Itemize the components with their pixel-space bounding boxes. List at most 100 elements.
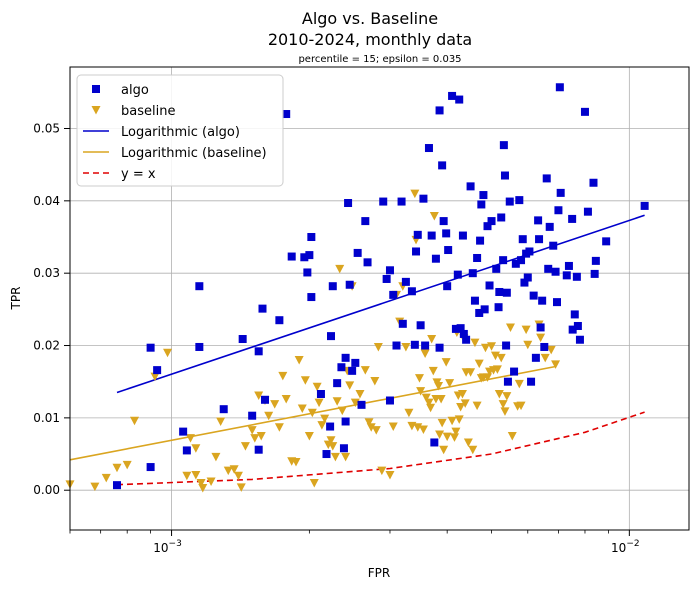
algo-point [407,287,416,296]
algo-point [544,264,553,273]
algo-point [351,358,360,367]
baseline-point [516,401,526,411]
baseline-point [480,343,490,353]
baseline-point [320,414,330,424]
algo-point [573,321,582,330]
baseline-point [196,478,206,488]
algo-point [412,247,421,256]
algo-point [300,253,309,262]
baseline-point [427,335,437,344]
algo-point [219,405,228,414]
algo-point [499,141,508,150]
algo-point [254,347,263,356]
x-tick-label: 10−3 [153,539,182,555]
baseline-point [314,398,324,408]
algo-point [523,273,532,282]
baseline-point [373,342,383,352]
algo-point [487,217,496,226]
algo-point [401,277,410,286]
algo-point [575,335,584,344]
algo-point [470,296,479,305]
algo-point [562,271,571,280]
chart-subtitle: 2010-2024, monthly data [268,30,472,49]
baseline-point [360,366,370,375]
baseline-point [216,417,226,426]
baseline-point [457,389,467,399]
algo-point [485,281,494,290]
algo-point [602,237,611,246]
algo-point [389,290,398,299]
baseline-point [496,353,506,363]
baseline-point [470,338,480,348]
algo-point [341,353,350,362]
legend-baseline-marker [91,106,101,115]
baseline-point [401,342,411,352]
y-tick-label: 0.05 [33,121,60,135]
baseline-point [385,471,395,480]
baseline-point [420,349,430,358]
algo-point [424,144,433,153]
baseline-point [206,477,216,487]
algo-point [275,316,284,325]
baseline-point [370,376,380,386]
baseline-point [426,403,436,413]
algo-point [551,267,560,276]
baseline-point [439,445,449,455]
baseline-point [182,471,192,481]
line-y-x [116,411,645,486]
algo-point [328,282,337,291]
baseline-point [163,348,173,358]
baseline-point [236,483,246,492]
algo-point [477,200,486,209]
algo-point [455,95,464,104]
axes: 10−3 10−2 0.00 0.01 0.02 0.03 0.04 0.05 [33,121,639,555]
algo-point [254,445,263,454]
algo-point [382,274,391,283]
algo-point [307,293,316,302]
legend-algo-marker [92,85,100,93]
baseline-point [130,416,140,426]
algo-point [520,278,529,287]
algo-point [502,288,511,297]
baseline-point [150,372,160,382]
baseline-point [445,379,455,388]
baseline-point [304,431,314,441]
algo-point [459,329,468,338]
algo-point [590,269,599,278]
algo-point [195,342,204,351]
algo-point [427,231,436,240]
baseline-point [345,381,355,390]
algo-point [570,310,579,319]
algo-point [146,343,155,352]
algo-point [413,230,422,239]
baseline-point [487,342,497,351]
baseline-point [256,431,266,441]
algo-point [483,222,492,231]
algo-point [421,341,430,350]
baseline-point [335,264,345,274]
algo-point [385,396,394,405]
algo-point [500,171,509,180]
algo-point [397,197,406,206]
baseline-point [551,360,561,369]
baseline-point [536,333,546,343]
algo-point [287,252,296,261]
algo-point [442,229,451,238]
algo-point [494,303,503,312]
algo-point [555,83,564,92]
plot-area [69,66,690,531]
algo-point [282,110,291,119]
algo-point [538,296,547,305]
baseline-point [297,404,307,413]
baseline-point [472,401,482,411]
baseline-point [198,484,208,493]
algo-point [153,366,162,375]
baseline-point [328,442,338,451]
algo-point [260,395,269,404]
algo-point [258,304,267,313]
algo-point [553,298,562,307]
algo-point [499,256,508,265]
baseline-point [441,358,451,367]
algo-point [517,256,526,265]
baseline-point [523,340,533,350]
